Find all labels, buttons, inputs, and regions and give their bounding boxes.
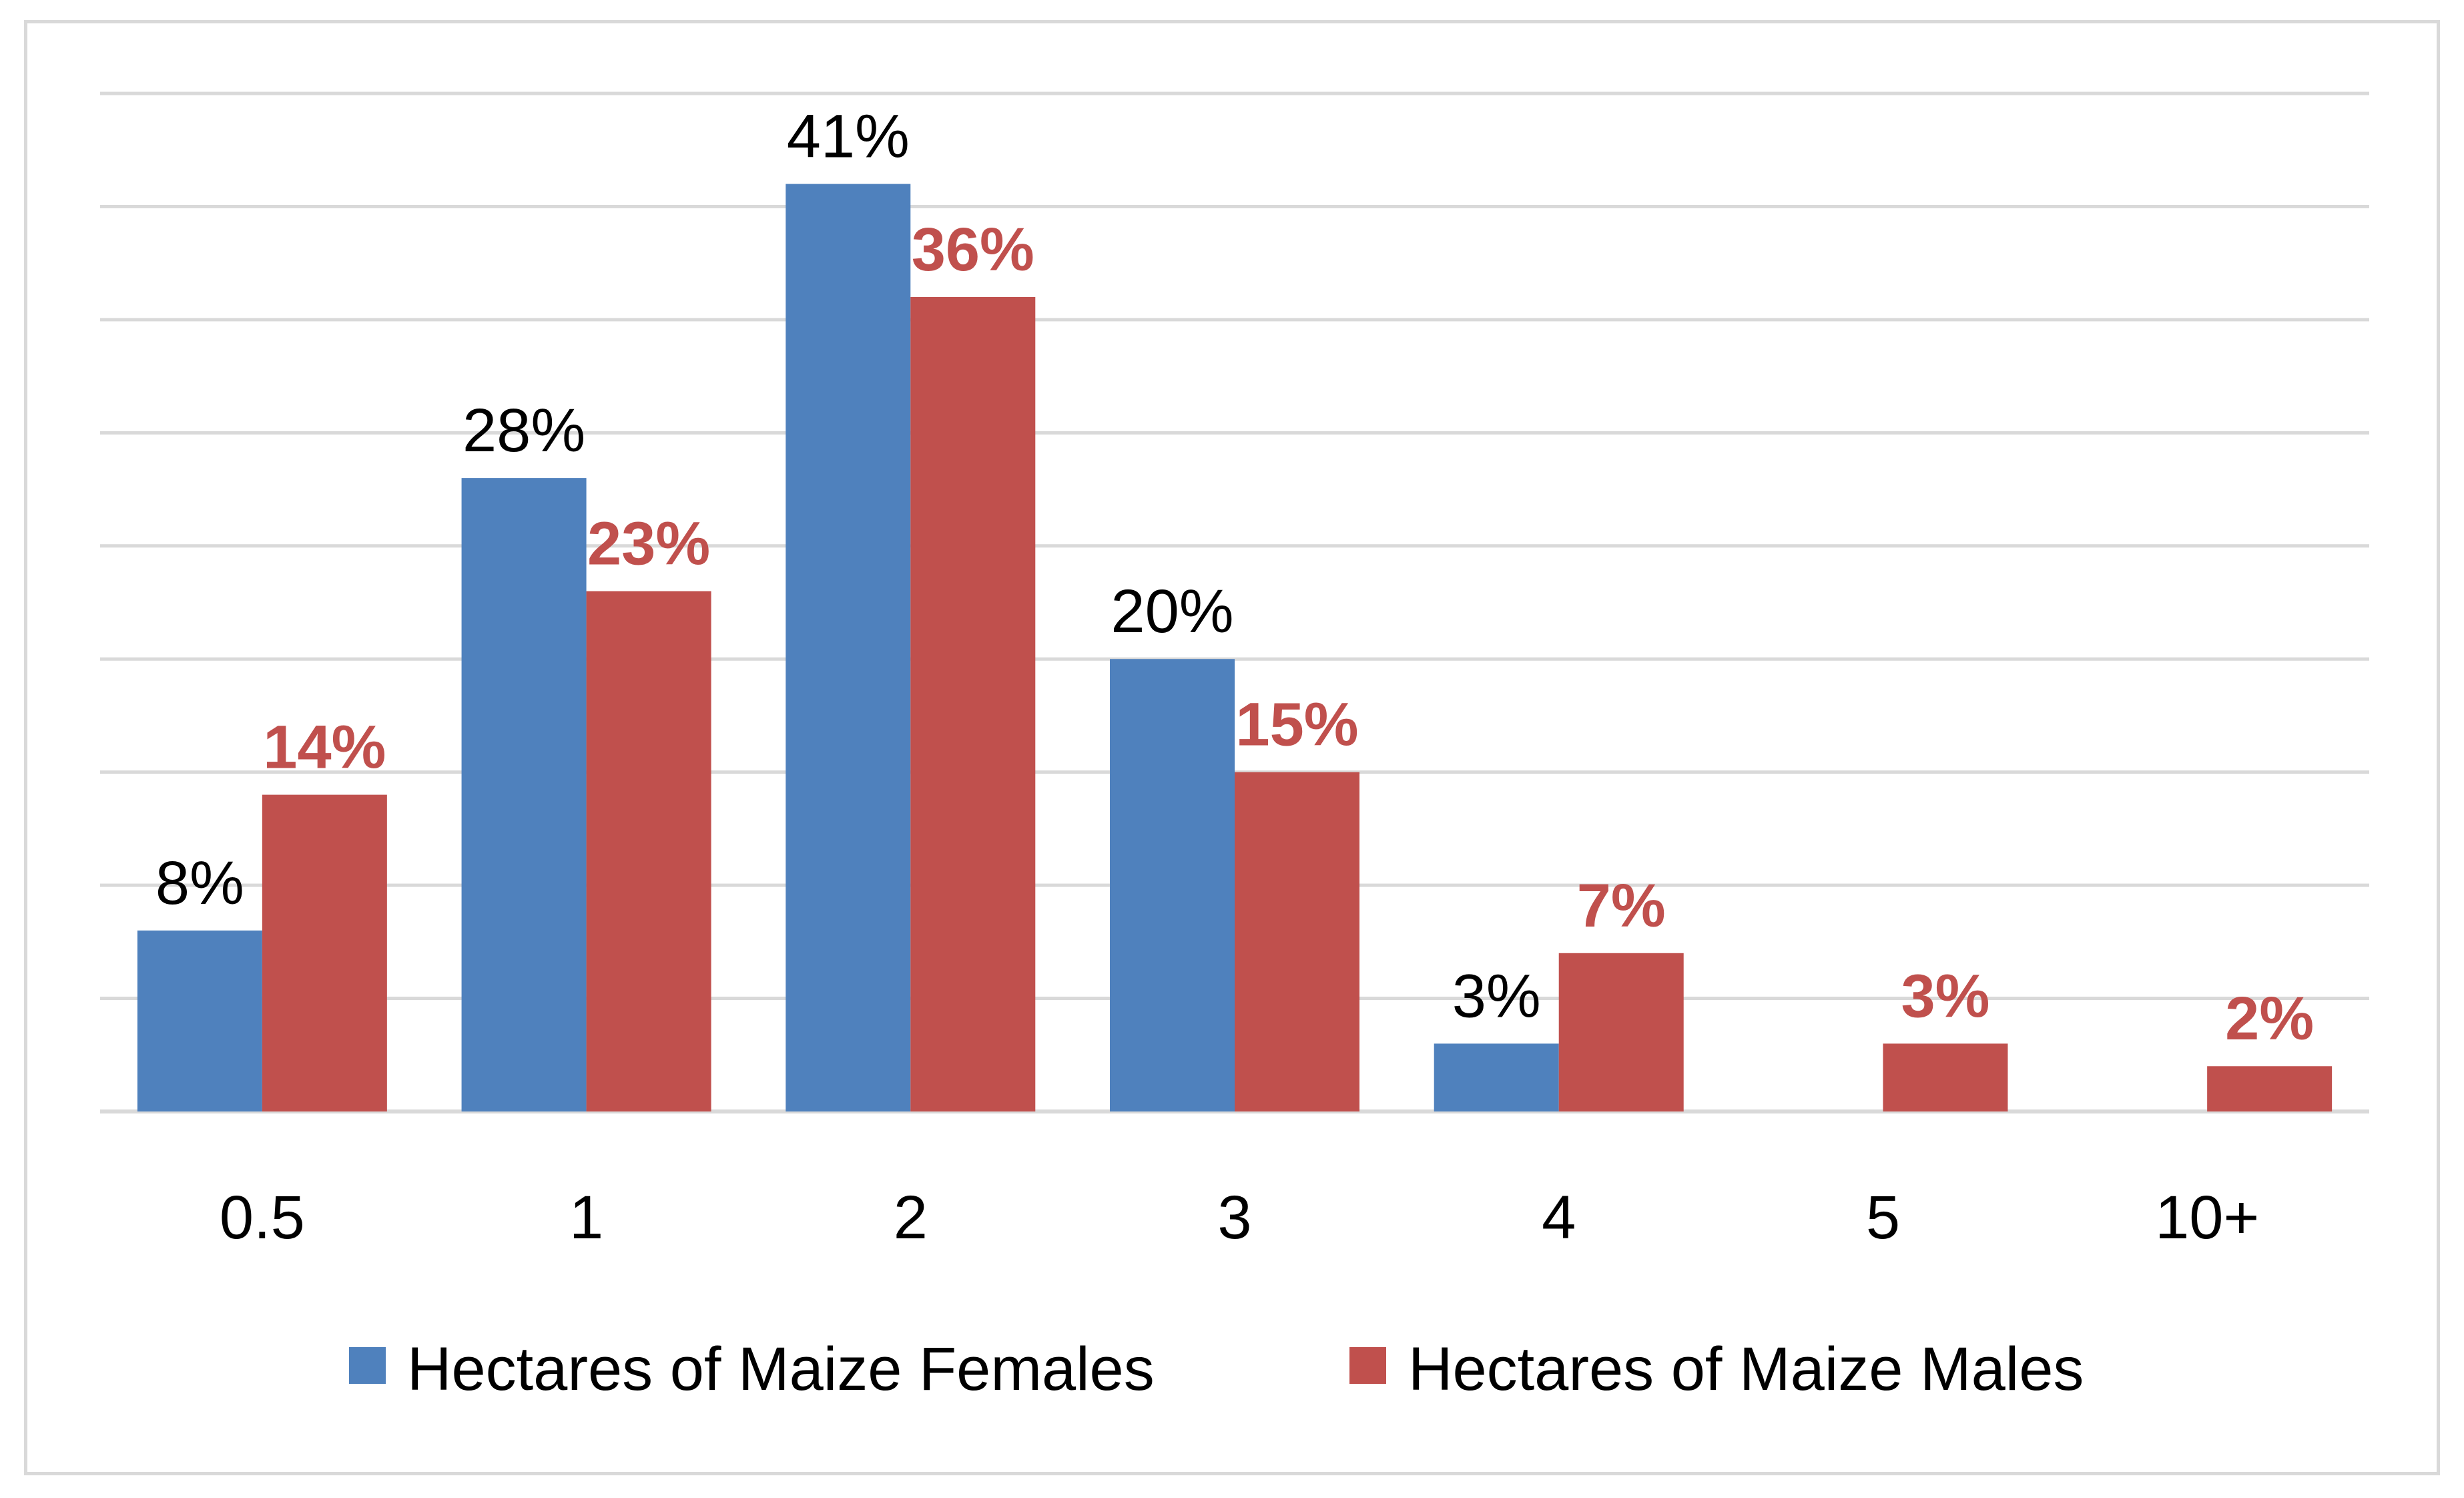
bar-females xyxy=(786,184,911,1111)
x-tick-label: 0.5 xyxy=(220,1184,305,1252)
data-label-females: 28% xyxy=(463,397,585,465)
bar-males xyxy=(1883,1043,2008,1111)
x-tick-label: 5 xyxy=(1866,1184,1900,1252)
x-tick-label: 4 xyxy=(1542,1184,1576,1252)
legend-label-males: Hectares of Maize Males xyxy=(1408,1335,2084,1403)
bar-males xyxy=(262,794,387,1111)
bars xyxy=(137,184,2333,1111)
bar-males xyxy=(2207,1066,2333,1111)
data-label-females: 8% xyxy=(156,849,244,917)
data-label-males: 14% xyxy=(263,714,386,782)
x-tick-label: 1 xyxy=(569,1184,603,1252)
x-axis-ticks: 0.5 1 2 3 4 5 10+ xyxy=(220,1184,2259,1252)
legend: Hectares of Maize Females Hectares of Ma… xyxy=(349,1335,2084,1403)
legend-label-females: Hectares of Maize Females xyxy=(407,1335,1155,1403)
data-label-males: 36% xyxy=(912,216,1034,284)
data-label-males: 2% xyxy=(2225,985,2314,1053)
bar-males xyxy=(1558,953,1684,1111)
x-tick-label: 2 xyxy=(894,1184,928,1252)
legend-swatch-females xyxy=(349,1347,386,1384)
bar-females xyxy=(1434,1043,1559,1111)
data-label-males: 7% xyxy=(1577,872,1666,940)
bar-females xyxy=(137,930,262,1111)
bar-females xyxy=(1110,659,1235,1111)
legend-swatch-males xyxy=(1349,1347,1386,1384)
bar-males xyxy=(1235,772,1359,1111)
data-label-females: 20% xyxy=(1111,577,1233,646)
bar-females xyxy=(461,478,587,1111)
data-label-males: 15% xyxy=(1235,691,1358,759)
x-tick-label: 3 xyxy=(1217,1184,1251,1252)
x-tick-label: 10+ xyxy=(2155,1184,2259,1252)
data-label-females: 3% xyxy=(1452,962,1541,1030)
bar-males xyxy=(586,591,711,1111)
data-labels: 8% 14% 28%23% 41%36% 20%15% 3% 7% 3% 2% xyxy=(156,103,2314,1053)
data-label-females: 41% xyxy=(787,103,910,171)
data-label-males: 3% xyxy=(1901,962,1989,1030)
bar-males xyxy=(910,297,1036,1111)
data-label-males: 23% xyxy=(587,510,710,578)
